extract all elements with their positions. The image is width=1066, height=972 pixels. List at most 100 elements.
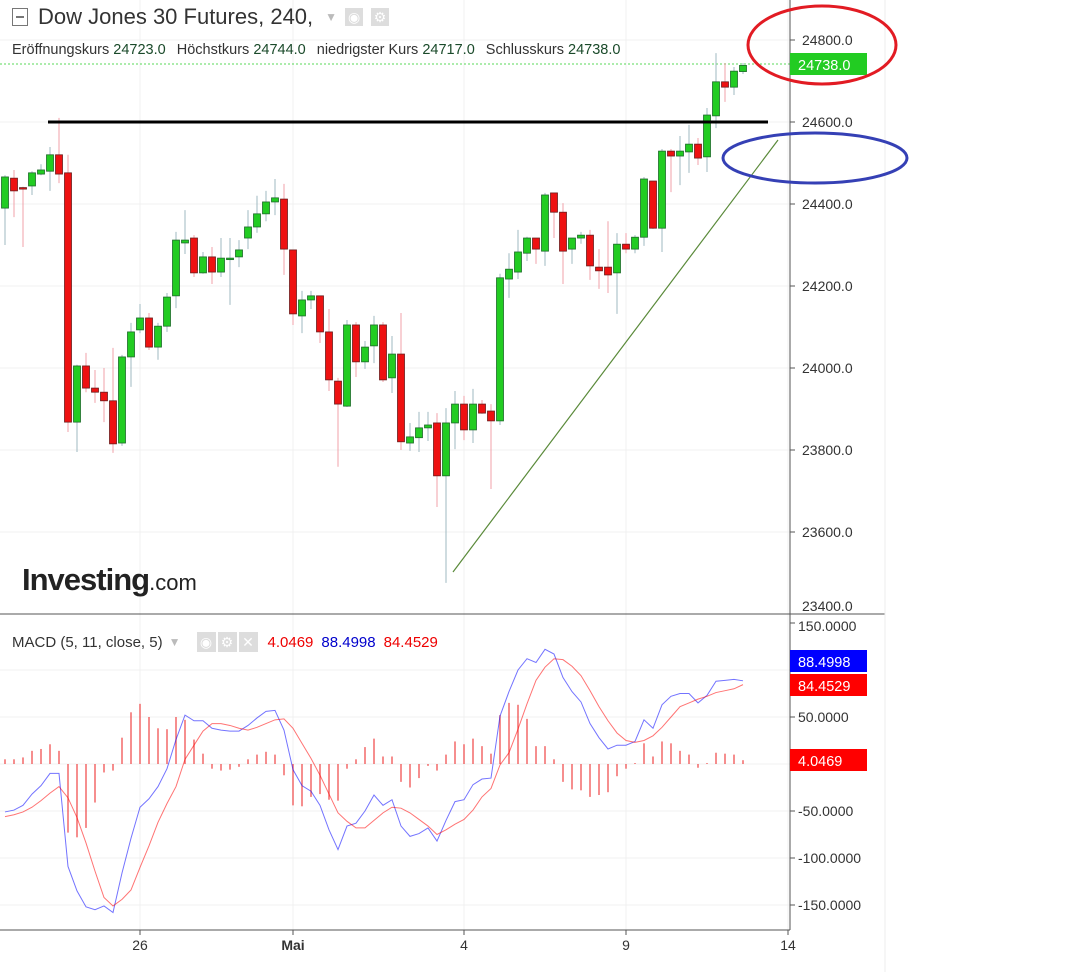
candle-body — [118, 356, 126, 444]
candle-body — [451, 403, 459, 424]
candle-body — [370, 324, 378, 347]
candle-body — [649, 180, 657, 229]
candle-body — [109, 400, 117, 445]
close-value: 24738.0 — [568, 42, 621, 58]
signal-line — [4, 658, 744, 907]
time-tick-label: 9 — [622, 937, 630, 953]
candle-body — [424, 424, 432, 429]
candle-body — [334, 380, 342, 405]
macd-tick-label: 50.0000 — [798, 709, 849, 725]
ohlc-legend: Eröffnungskurs 24723.0 Höchstkurs 24744.… — [12, 42, 627, 58]
candle-body — [172, 239, 180, 297]
macd-value-tag: 88.4998 — [798, 655, 850, 671]
open-label: Eröffnungskurs — [12, 42, 110, 58]
axes: 24800.0 24600.0 24400.0 24200.0 24000.0 23800… — [0, 0, 886, 972]
candle-body — [217, 257, 225, 273]
price-tick-label: 24000.0 — [802, 360, 853, 376]
macd-tick-label: -50.0000 — [798, 803, 853, 819]
candle-body — [406, 436, 414, 444]
close-icon[interactable]: ✕ — [238, 632, 258, 652]
candle-body — [586, 234, 594, 267]
dropdown-arrow-icon[interactable]: ▼ — [325, 10, 338, 24]
time-tick-label: 14 — [780, 937, 796, 953]
gear-icon[interactable]: ⚙ — [217, 632, 237, 652]
signal-value-tag: 84.4529 — [798, 679, 850, 695]
candle-body — [667, 150, 675, 157]
candle-body — [487, 410, 495, 422]
candle-body — [595, 266, 603, 272]
candle-body — [361, 346, 369, 363]
candle-body — [739, 65, 747, 72]
candle-body — [208, 256, 216, 273]
candle-body — [496, 277, 504, 422]
price-tick-label: 24200.0 — [802, 278, 853, 294]
collapse-icon[interactable] — [12, 8, 28, 26]
candle-body — [613, 243, 621, 274]
macd-tick-label: -100.0000 — [798, 850, 861, 866]
candle-body — [136, 317, 144, 331]
candle-body — [514, 251, 522, 273]
candle-body — [100, 391, 108, 402]
candle-body — [145, 317, 153, 348]
price-tick-label: 24400.0 — [802, 196, 853, 212]
macd-value: 88.4998 — [321, 633, 376, 651]
time-tick-label: Mai — [281, 937, 304, 953]
candle-body — [730, 70, 738, 88]
candle-body — [82, 365, 90, 389]
candle-body — [550, 192, 558, 213]
price-tick-label: 23800.0 — [802, 442, 853, 458]
candle-body — [721, 81, 729, 88]
candle-body — [10, 177, 18, 192]
candle-body — [469, 403, 477, 431]
candle-body — [19, 187, 27, 190]
candle-body — [235, 249, 243, 258]
price-tick-label: 24600.0 — [802, 114, 853, 130]
candle-body — [46, 154, 54, 172]
red-circle-annotation — [746, 4, 898, 86]
price-tick-label: 24800.0 — [802, 32, 853, 48]
low-label: niedrigster Kurs — [316, 42, 419, 58]
candle-body — [703, 114, 711, 158]
eye-icon[interactable]: ◉ — [345, 8, 364, 26]
candle-body — [712, 81, 720, 117]
time-tick-label: 4 — [460, 937, 468, 953]
candle-body — [352, 324, 360, 363]
candle-body — [622, 243, 630, 250]
candle-body — [541, 194, 549, 252]
candle-body — [28, 172, 36, 187]
open-value: 24723.0 — [113, 42, 166, 58]
candle-body — [316, 295, 324, 333]
candle-body — [298, 299, 306, 317]
candle-body — [559, 211, 567, 252]
candle-body — [478, 403, 486, 414]
candle-body — [226, 257, 234, 261]
candle-body — [505, 268, 513, 280]
candle-body — [676, 150, 684, 157]
eye-icon[interactable]: ◉ — [196, 632, 216, 652]
last-price-tag-bg — [790, 53, 867, 75]
candle-body — [433, 422, 441, 477]
candle-body — [55, 154, 63, 175]
candle-body — [640, 178, 648, 238]
candle-body — [154, 325, 162, 348]
candle-body — [271, 197, 279, 203]
close-label: Schlusskurs — [485, 42, 564, 58]
candle-body — [685, 143, 693, 153]
candle-body — [442, 422, 450, 477]
candle-body — [253, 213, 261, 228]
candle-body — [532, 237, 540, 250]
macd-tick-label: -150.0000 — [798, 897, 861, 913]
dropdown-arrow-icon[interactable]: ▼ — [168, 635, 181, 649]
blue-circle-annotation — [721, 131, 909, 185]
low-value: 24717.0 — [422, 42, 475, 58]
gear-icon[interactable]: ⚙ — [371, 8, 390, 26]
candle-body — [127, 331, 135, 358]
candle-body — [694, 143, 702, 159]
candle-body — [343, 324, 351, 407]
candle-body — [325, 331, 333, 381]
macd-hist-value: 4.0469 — [267, 633, 314, 651]
candle-body — [163, 296, 171, 327]
histogram-value-tag: 4.0469 — [798, 754, 842, 770]
grid — [0, 0, 790, 930]
